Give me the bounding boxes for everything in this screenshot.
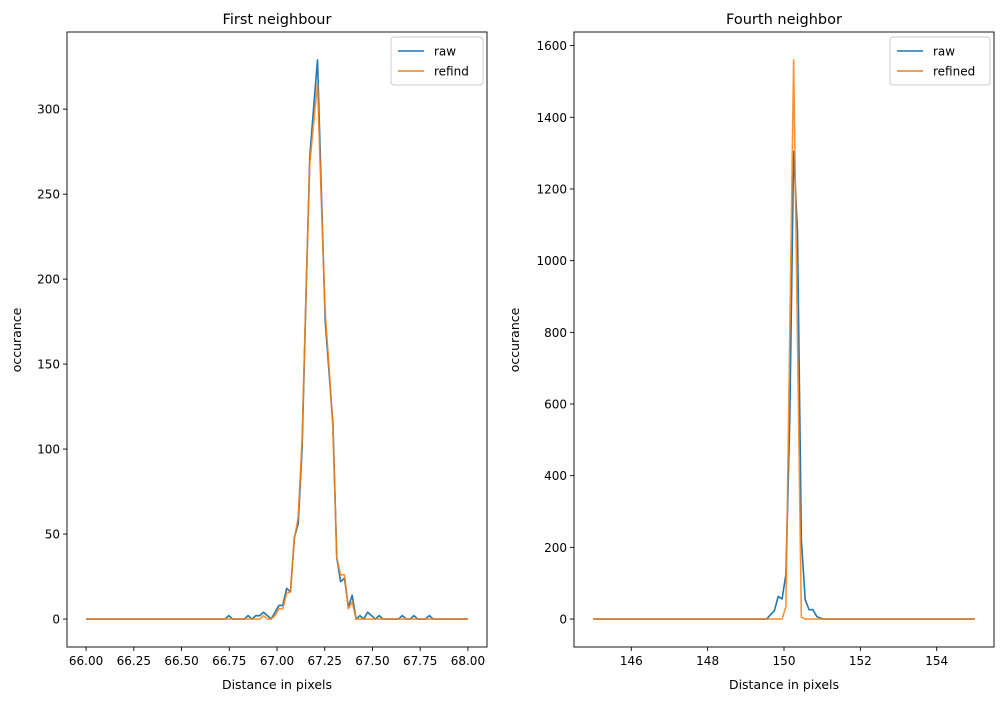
y-tick-label: 200: [37, 273, 60, 287]
y-tick-label: 1000: [536, 254, 567, 268]
legend-box: [390, 36, 484, 86]
x-tick-label: 67.25: [308, 654, 342, 668]
axes-frame: [573, 31, 995, 648]
y-axis-label: occurance: [507, 307, 522, 372]
legend-label: raw: [933, 45, 955, 59]
y-tick-label: 300: [37, 103, 60, 117]
x-axis-label: Distance in pixels: [222, 677, 332, 692]
y-tick-label: 800: [544, 326, 567, 340]
legend: raw refined: [889, 36, 991, 86]
series-line-raw: [593, 150, 975, 620]
axes-frame: [66, 31, 488, 648]
x-tick-label: 67.50: [355, 654, 389, 668]
series-line-refined: [593, 59, 975, 620]
legend-box: [889, 36, 991, 86]
chart-title: Fourth neighbor: [726, 12, 842, 28]
chart-first-neighbour: First neighbour Distance in pixels occur…: [9, 12, 488, 692]
y-tick-label: 0: [52, 613, 60, 627]
legend-label: raw: [434, 45, 456, 59]
y-tick-label: 100: [37, 443, 60, 457]
x-tick-label: 154: [925, 654, 948, 668]
y-tick-label: 250: [37, 188, 60, 202]
x-tick-label: 67.75: [403, 654, 437, 668]
y-tick-label: 400: [544, 469, 567, 483]
x-axis-label: Distance in pixels: [729, 677, 839, 692]
y-tick-label: 600: [544, 398, 567, 412]
x-tick-label: 148: [696, 654, 719, 668]
legend: raw refind: [390, 36, 484, 86]
y-tick-label: 0: [559, 613, 567, 627]
y-tick-label: 1400: [536, 111, 567, 125]
y-tick-label: 200: [544, 541, 567, 555]
y-tick-label: 1200: [536, 182, 567, 196]
legend-label: refind: [434, 65, 469, 79]
chart-title: First neighbour: [223, 12, 332, 28]
legend-label: refined: [933, 65, 975, 79]
x-tick-label: 66.00: [69, 654, 103, 668]
series-line-refind: [86, 82, 468, 620]
y-tick-label: 50: [45, 528, 60, 542]
y-tick-label: 1600: [536, 39, 567, 53]
chart-fourth-neighbor: Fourth neighbor Distance in pixels occur…: [507, 12, 995, 692]
x-tick-label: 67.00: [260, 654, 294, 668]
x-tick-label: 68.00: [451, 654, 485, 668]
x-tick-label: 150: [773, 654, 796, 668]
x-tick-label: 146: [620, 654, 643, 668]
x-tick-label: 152: [849, 654, 872, 668]
x-tick-label: 66.25: [117, 654, 151, 668]
x-tick-label: 66.75: [212, 654, 246, 668]
y-tick-label: 150: [37, 358, 60, 372]
y-axis-label: occurance: [9, 307, 24, 372]
x-tick-label: 66.50: [164, 654, 198, 668]
series-line-raw: [86, 59, 468, 620]
